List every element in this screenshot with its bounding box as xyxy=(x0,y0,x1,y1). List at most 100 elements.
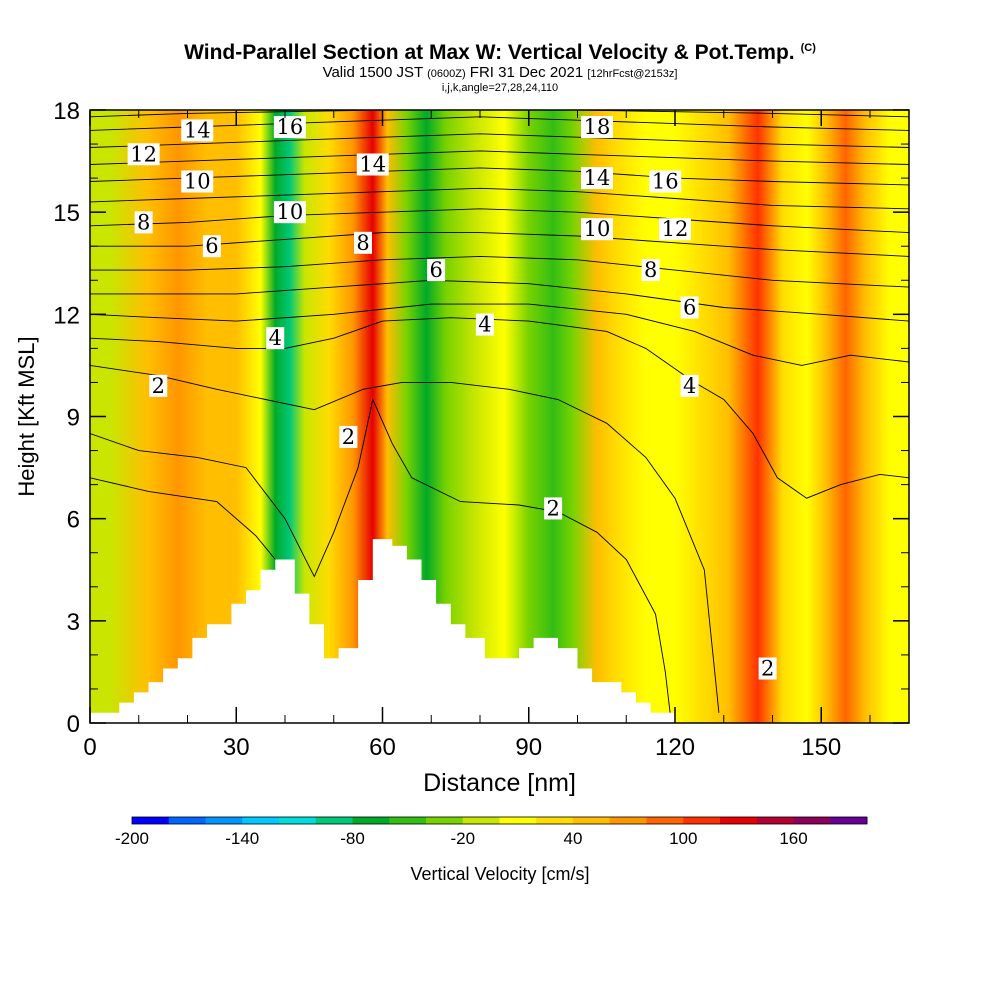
contour-label-text: 4 xyxy=(269,326,282,350)
contour-label-box xyxy=(581,218,613,241)
colorbar-swatch xyxy=(609,817,647,824)
contour-label: 10 xyxy=(581,217,613,241)
colorbar-swatch xyxy=(683,817,721,824)
colorbar-swatch xyxy=(205,817,243,824)
y-tick-label: 18 xyxy=(53,98,80,125)
contour-label-text: 8 xyxy=(644,258,657,282)
contour-label-box xyxy=(641,259,660,282)
contour-label-text: 10 xyxy=(184,170,211,194)
contour-label-text: 14 xyxy=(184,118,211,142)
contour-label-box xyxy=(354,231,372,254)
chart-title: Wind-Parallel Section at Max W: Vertical… xyxy=(184,41,816,64)
contour-label: 14 xyxy=(181,118,214,142)
colorbar: -200 -140 -80 -20 40 100 160 xyxy=(115,816,868,848)
contour-label: 6 xyxy=(202,234,221,258)
contour-label-text: 12 xyxy=(130,142,157,166)
contour-label-box xyxy=(475,313,494,336)
contour-label-text: 2 xyxy=(546,496,559,520)
contour-label: 2 xyxy=(339,425,358,449)
contour-label-text: 18 xyxy=(584,115,611,139)
contour-label-box xyxy=(339,425,358,448)
velocity-shading xyxy=(90,110,909,723)
contour-label-text: 10 xyxy=(584,217,611,241)
y-tick-label: 0 xyxy=(67,711,80,738)
colorbar-swatch xyxy=(426,817,464,824)
isentrope-line xyxy=(90,398,671,713)
colorbar-swatch xyxy=(573,817,611,824)
colorbar-swatch xyxy=(168,817,206,824)
colorbar-swatch xyxy=(352,817,390,824)
colorbar-swatch xyxy=(132,817,170,824)
plot-area: 14 16 18 12 14 10 14 16 8 10 10 12 6 8 6 8 6 4 4 2 4 2 2 2 xyxy=(89,109,910,724)
contour-label-box xyxy=(181,170,214,193)
colorbar-swatch xyxy=(389,817,427,824)
contour-label-box xyxy=(649,170,682,193)
vertical-velocity-field xyxy=(90,110,909,723)
axes: 0 30 60 90 120 150 0 3 6 9 12 15 18 xyxy=(53,98,909,761)
colorbar-swatch xyxy=(462,817,500,824)
contour-label-box xyxy=(273,201,306,224)
colorbar-tick-label: 160 xyxy=(779,829,807,848)
contour-label: 2 xyxy=(758,657,777,681)
contour-label: 10 xyxy=(273,200,306,224)
colorbar-swatch xyxy=(499,817,537,824)
contour-label-box xyxy=(181,119,214,142)
contour-label: 12 xyxy=(659,217,691,241)
colorbar-tick-label: -140 xyxy=(225,829,259,848)
x-tick-label: 150 xyxy=(801,734,841,761)
colorbar-swatch xyxy=(793,817,831,824)
y-tick-label: 3 xyxy=(67,609,80,636)
isentrope-line xyxy=(90,167,909,186)
contour-label: 16 xyxy=(649,170,682,194)
colorbar-tick-label: -200 xyxy=(115,829,149,848)
title-tag: (C) xyxy=(800,42,816,54)
contour-label-box xyxy=(202,235,221,258)
contour-label-text: 2 xyxy=(152,374,165,398)
contour-label-text: 6 xyxy=(205,234,218,258)
contour-labels: 14 16 18 12 14 10 14 16 8 10 10 12 6 8 6 8 6 4 4 2 4 2 2 2 xyxy=(127,115,777,681)
x-axis-label: Distance [nm] xyxy=(423,769,576,797)
y-axis-label: Height [Kft MSL] xyxy=(14,336,39,496)
chart-indices: i,j,k,angle=27,28,24,110 xyxy=(441,82,559,94)
x-tick-label: 30 xyxy=(223,734,250,761)
isentrope-line xyxy=(90,477,276,560)
contour-label: 10 xyxy=(181,170,214,194)
colorbar-swatch xyxy=(242,817,280,824)
colorbar-label: Vertical Velocity [cm/s] xyxy=(410,864,589,884)
contour-label-box xyxy=(680,374,699,397)
contour-label-box xyxy=(581,116,613,139)
contour-label-text: 2 xyxy=(342,425,355,449)
y-tick-label: 9 xyxy=(67,405,80,432)
colorbar-swatch xyxy=(720,817,758,824)
isentrope-line xyxy=(90,208,909,234)
contour-label-box xyxy=(273,116,306,139)
contour-label-text: 14 xyxy=(584,166,611,190)
contour-label: 8 xyxy=(354,231,372,255)
contour-label-box xyxy=(127,143,160,166)
contour-label-box xyxy=(659,218,691,241)
contour-label-text: 10 xyxy=(277,200,304,224)
isentrope-line xyxy=(90,150,909,165)
contour-label: 12 xyxy=(127,142,160,166)
isentrope-line xyxy=(90,255,909,288)
contour-label-box xyxy=(149,374,168,397)
colorbar-tick-label: -80 xyxy=(340,829,365,848)
isentrope-line xyxy=(90,303,909,366)
contour-label: 16 xyxy=(273,115,306,139)
colorbar-swatch xyxy=(830,817,868,824)
y-tick-label: 15 xyxy=(53,200,80,227)
contour-label-box xyxy=(134,211,153,234)
contour-label: 6 xyxy=(680,296,699,320)
contour-label-text: 6 xyxy=(429,258,442,282)
contour-label-text: 8 xyxy=(137,210,150,234)
contour-label: 8 xyxy=(641,258,660,282)
colorbar-tick-label: 100 xyxy=(669,829,697,848)
isentrope-line xyxy=(90,110,909,118)
contour-label: 18 xyxy=(581,115,613,139)
contour-label-text: 4 xyxy=(683,374,696,398)
contour-label: 4 xyxy=(475,313,494,337)
contour-label-text: 16 xyxy=(277,115,304,139)
contour-label-text: 14 xyxy=(359,152,386,176)
contour-label: 14 xyxy=(356,152,389,176)
